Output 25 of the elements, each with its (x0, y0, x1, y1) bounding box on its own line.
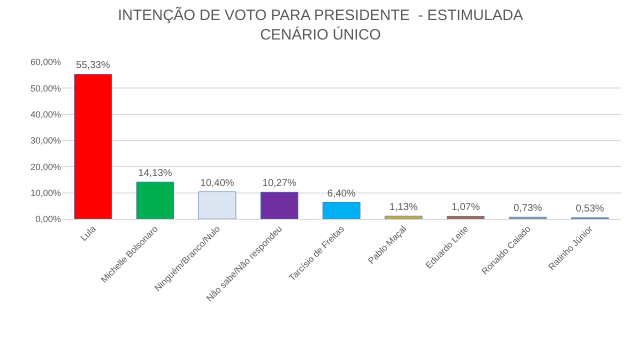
y-tick-label: 40,00% (30, 109, 61, 120)
bar (446, 216, 485, 219)
y-tick-label: 30,00% (30, 136, 61, 146)
x-tick-label: Lula (78, 224, 98, 243)
data-label: 6,40% (327, 188, 356, 200)
data-label: 10,27% (262, 178, 296, 190)
data-label: 1,13% (389, 202, 418, 214)
y-tick-label: 50,00% (30, 83, 61, 94)
y-tick-label: 60,00% (30, 57, 61, 68)
y-tick-label: 20,00% (30, 162, 61, 172)
bar (384, 216, 422, 219)
data-label: 55,33% (76, 60, 110, 72)
data-label: 1,07% (451, 202, 480, 214)
bar (74, 74, 112, 219)
bar (322, 202, 360, 219)
bar (198, 192, 236, 219)
data-label: 0,53% (576, 204, 604, 215)
bar (260, 192, 298, 219)
data-label: 14,13% (138, 168, 172, 180)
y-tick-label: 0,00% (35, 214, 61, 224)
data-label: 0,73% (514, 203, 542, 214)
data-label: 10,40% (200, 178, 234, 189)
y-tick-label: 10,00% (30, 188, 61, 198)
bar (136, 182, 174, 219)
chart-title: INTENÇÃO DE VOTO PARA PRESIDENTE - ESTIMULADA CENÁRIO ÚNICO (118, 6, 524, 44)
